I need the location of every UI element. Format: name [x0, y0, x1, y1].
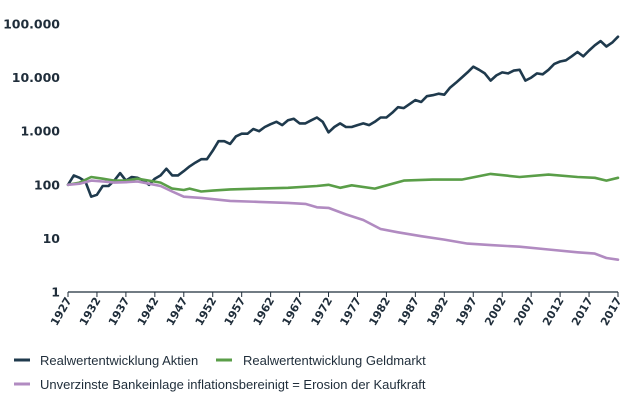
legend-label-geldmarkt: Realwertentwicklung Geldmarkt	[243, 353, 426, 368]
x-tick-label: 1987	[395, 295, 422, 328]
x-tick-label: 2002	[482, 295, 509, 328]
x-tick-label: 1932	[77, 295, 104, 328]
y-tick-label: 100.000	[3, 17, 60, 32]
y-tick-label: 100	[34, 177, 60, 192]
series-line-0	[66, 35, 620, 198]
legend-label-aktien: Realwertentwicklung Aktien	[40, 353, 198, 368]
x-tick-label: 1957	[222, 295, 249, 328]
y-tick-label: 10.000	[12, 70, 61, 85]
x-tick-label: 1937	[106, 295, 133, 328]
x-tick-label: 1982	[366, 295, 393, 328]
x-tick-label: 1992	[424, 295, 451, 328]
legend-label-bankeinlage: Unverzinste Bankeinlage inflationsberein…	[40, 377, 426, 392]
x-axis: 1927 1932 1937 1942 1947 1952 1957 1962 1967 1972…	[48, 291, 625, 328]
y-tick-label: 1	[51, 285, 60, 300]
x-tick-label: 1972	[309, 295, 336, 328]
x-tick-label: 1977	[338, 295, 365, 328]
x-tick-label: 1952	[193, 295, 220, 328]
y-tick-label: 1.000	[20, 124, 60, 139]
x-tick-label: 1927	[48, 295, 75, 328]
series-layer	[66, 35, 620, 262]
x-tick-label: 2017	[598, 295, 625, 328]
x-tick-label: 2007	[511, 295, 538, 328]
x-tick-label: 1997	[453, 295, 480, 328]
x-tick-label: 1942	[135, 295, 162, 328]
x-tick-label: 1962	[251, 295, 278, 328]
x-tick-label: 1947	[164, 295, 191, 328]
x-tick-label: 2012	[540, 295, 567, 328]
series-line-1	[66, 172, 620, 193]
series-line-2	[66, 179, 620, 262]
x-tick-label: 1967	[280, 295, 307, 328]
y-tick-label: 10	[43, 231, 61, 246]
legend: Realwertentwicklung Aktien Realwertentwi…	[14, 353, 426, 392]
y-axis: 100.000 10.000 1.000 100 10 1	[3, 17, 60, 300]
x-tick-label: 2017	[569, 295, 596, 328]
